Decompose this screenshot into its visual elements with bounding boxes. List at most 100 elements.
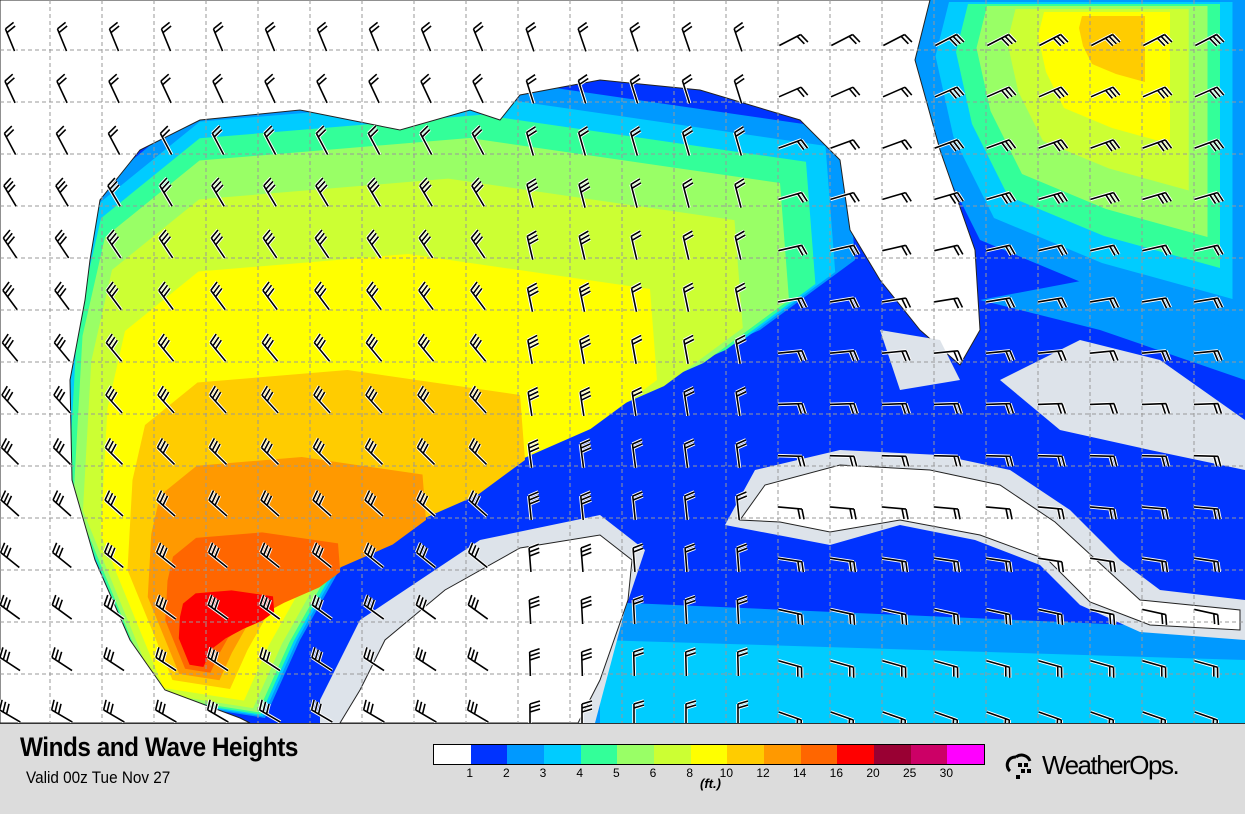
wind-barb [262, 176, 278, 208]
wind-barb [363, 437, 384, 466]
wind-barb [577, 229, 592, 261]
wind-barb [577, 125, 590, 157]
wind-barb [55, 72, 69, 104]
legend-tick-label: 3 [539, 766, 547, 780]
wind-barb [1089, 349, 1120, 362]
wind-barb [309, 699, 334, 724]
wind-barb [881, 505, 910, 520]
wind-barb [680, 73, 694, 104]
wind-barb [527, 542, 541, 573]
wind-barb [155, 542, 177, 569]
wind-barb [106, 176, 122, 208]
wind-barb [829, 243, 861, 257]
wind-barb [524, 21, 537, 52]
wind-barb [736, 699, 749, 729]
wind-barb [1, 228, 19, 259]
wind-barb [777, 505, 806, 520]
wind-barb [881, 190, 913, 204]
wind-barb [881, 349, 912, 362]
wind-barb [882, 32, 914, 48]
wind-barb [155, 437, 176, 466]
wind-barb [1089, 190, 1121, 205]
wind-barb [156, 333, 175, 363]
wind-barb [1193, 453, 1223, 467]
wind-barb [54, 176, 70, 208]
wind-barb [933, 190, 965, 205]
wind-barb [53, 280, 71, 311]
wind-barb [681, 281, 695, 313]
wind-barb [107, 72, 121, 104]
wind-barb [631, 594, 644, 625]
wind-barb [934, 85, 966, 100]
wind-barb [986, 85, 1018, 100]
wind-barb [777, 190, 809, 204]
wave-contour [178, 590, 275, 667]
wind-barb [311, 542, 333, 569]
wind-barb [416, 333, 435, 363]
wind-barb [159, 20, 173, 52]
wind-barb [985, 296, 1016, 309]
wind-barb [261, 228, 279, 259]
gulf-wave-field [60, 80, 855, 718]
wind-barb [211, 72, 225, 104]
yucatan-land [339, 534, 633, 724]
wind-barb [417, 280, 435, 311]
legend-swatch [434, 745, 471, 764]
wind-barb [986, 32, 1018, 48]
wind-barb [934, 32, 966, 48]
wind-barb [985, 349, 1016, 362]
wind-barb [415, 437, 436, 466]
wind-barb [361, 699, 386, 724]
wind-barb [55, 20, 69, 52]
wind-barb [628, 73, 642, 104]
wind-barb [631, 647, 645, 677]
wind-barb [881, 556, 910, 573]
wind-barb [525, 281, 540, 313]
wind-barb [263, 20, 277, 52]
wind-barb [881, 607, 909, 626]
wind-barb [735, 542, 748, 573]
wind-barb [985, 659, 1012, 678]
wind-barb [777, 401, 808, 415]
wind-barb [257, 699, 282, 724]
legend-tick-label: 14 [792, 766, 807, 780]
legend-swatch [800, 745, 838, 764]
wind-barb [578, 333, 592, 365]
wind-barb [829, 453, 859, 467]
legend-swatch [837, 745, 875, 764]
wind-barb [211, 20, 225, 52]
wind-barb [1141, 349, 1172, 362]
wind-barb [1089, 296, 1120, 309]
wind-barb [629, 125, 642, 157]
legend-swatch [544, 745, 581, 764]
wind-barb [881, 243, 913, 257]
wind-barb [733, 125, 746, 157]
wind-barb [1037, 556, 1066, 573]
wind-barb [314, 124, 330, 156]
wind-barb [1193, 190, 1225, 205]
wind-barb [777, 243, 809, 257]
wind-barb [209, 228, 227, 259]
wind-barb [153, 699, 178, 724]
wind-barb [735, 647, 749, 677]
wind-barb [881, 659, 908, 678]
wind-barbs [0, 20, 1226, 731]
wind-barb [364, 333, 383, 363]
wind-barb [1038, 138, 1069, 153]
florida-keys-shelf [880, 330, 960, 390]
wind-barb [1141, 607, 1169, 626]
wind-barb [629, 281, 643, 313]
wind-barb [986, 138, 1017, 153]
wind-barb [682, 386, 695, 417]
legend-tick-label: 25 [902, 766, 917, 780]
legend-tick-label: 10 [719, 766, 734, 780]
wind-barb [1141, 243, 1173, 257]
wind-barb [51, 542, 73, 569]
wind-barb [467, 437, 488, 466]
wind-barb [157, 280, 175, 311]
wind-barb [985, 607, 1013, 626]
wind-barb [527, 490, 540, 521]
wind-barb [1141, 505, 1170, 520]
wind-barb [0, 333, 19, 363]
wind-barb [313, 228, 331, 259]
